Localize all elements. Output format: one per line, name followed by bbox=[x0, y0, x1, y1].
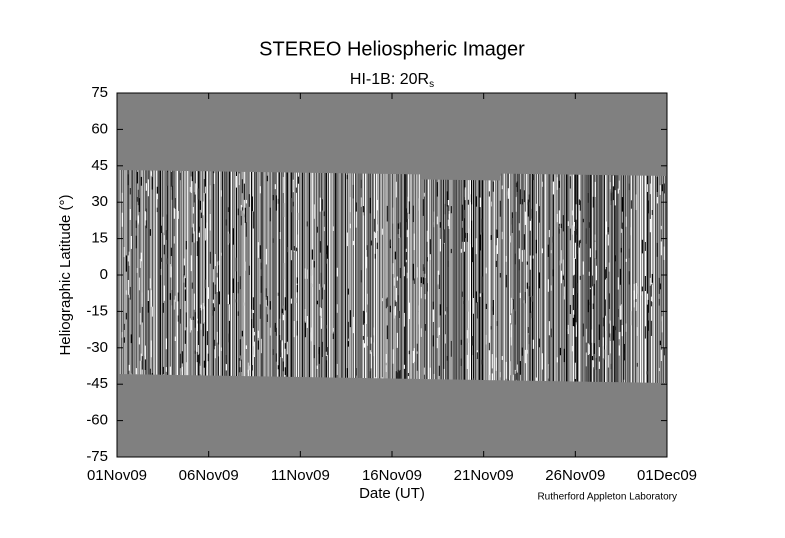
y-tick-label: -45 bbox=[86, 375, 108, 392]
x-tick-label: 16Nov09 bbox=[362, 467, 422, 484]
y-tick-label: 45 bbox=[91, 157, 108, 174]
y-tick-label: -75 bbox=[86, 448, 108, 465]
x-tick-label: 01Dec09 bbox=[637, 467, 697, 484]
chart-title: STEREO Heliospheric Imager bbox=[259, 38, 525, 60]
image-texture bbox=[119, 170, 666, 383]
subtitle-subscript: s bbox=[429, 79, 434, 90]
x-tick-label: 01Nov09 bbox=[87, 467, 147, 484]
y-tick-label: -60 bbox=[86, 412, 108, 429]
x-tick-label: 26Nov09 bbox=[545, 467, 605, 484]
y-axis-label: Heliographic Latitude (°) bbox=[57, 194, 74, 355]
subtitle-text: HI-1B: 20R bbox=[350, 71, 429, 88]
x-tick-label: 11Nov09 bbox=[271, 467, 330, 484]
y-tick-label: -15 bbox=[86, 302, 108, 319]
x-tick-label: 21Nov09 bbox=[454, 467, 514, 484]
chart-subtitle: HI-1B: 20Rs bbox=[350, 71, 434, 89]
y-tick-label: 0 bbox=[100, 266, 108, 283]
y-tick-label: 75 bbox=[91, 84, 108, 101]
y-tick-label: 15 bbox=[91, 230, 108, 247]
y-tick-label: 30 bbox=[91, 193, 108, 210]
x-axis-label: Date (UT) bbox=[359, 485, 425, 502]
credit-annotation: Rutherford Appleton Laboratory bbox=[537, 492, 677, 503]
y-tick-label: 60 bbox=[91, 120, 108, 137]
y-tick-label: -30 bbox=[86, 339, 108, 356]
x-tick-label: 06Nov09 bbox=[179, 467, 239, 484]
